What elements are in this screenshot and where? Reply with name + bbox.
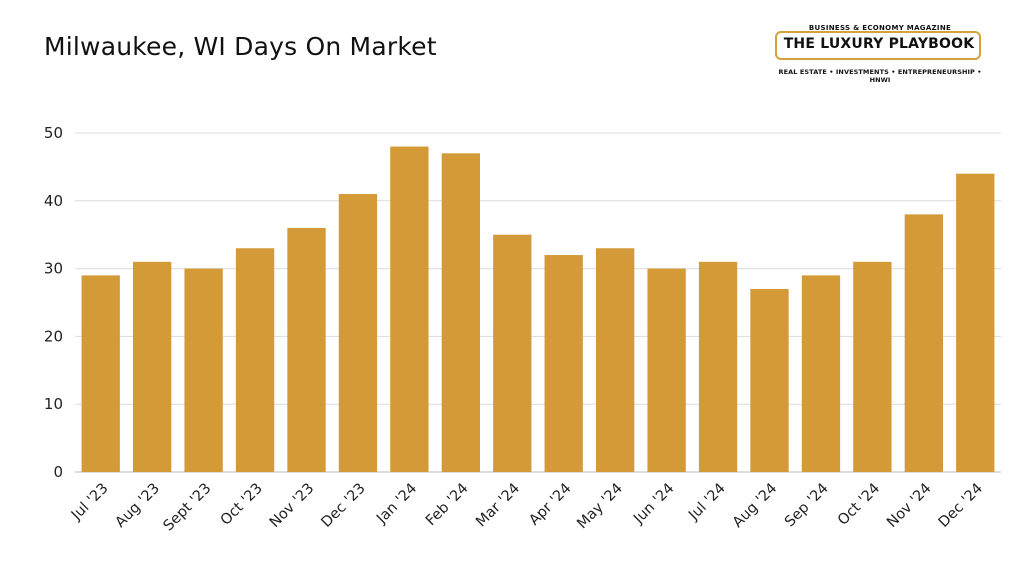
bar-17 (956, 173, 995, 472)
x-tick-label: Feb '24 (423, 481, 472, 530)
y-tick-label: 20 (44, 327, 63, 345)
bar-15 (853, 261, 892, 472)
bar-7 (441, 153, 480, 472)
x-tick-label: Aug '24 (730, 481, 780, 531)
bar-11 (647, 268, 686, 472)
x-tick-label: Apr '24 (526, 481, 574, 529)
bar-6 (390, 146, 429, 472)
x-tick-label: Sept '23 (161, 481, 215, 535)
logo-frame (775, 31, 981, 60)
page-title: Milwaukee, WI Days On Market (44, 32, 437, 61)
x-tick-label: Aug '23 (113, 481, 163, 531)
x-tick-label: Jul '24 (685, 481, 729, 525)
y-tick-label: 50 (44, 124, 63, 142)
bar-16 (904, 214, 943, 473)
bar-14 (801, 275, 841, 472)
bar-2 (184, 268, 223, 472)
x-tick-label: Dec '23 (318, 481, 368, 531)
bars (81, 146, 995, 473)
bar-12 (698, 261, 738, 472)
logo-tagline-bottom: REAL ESTATE • INVESTMENTS • ENTREPRENEUR… (778, 68, 982, 84)
grid-lines (75, 132, 1001, 473)
x-tick-label: Mar '24 (473, 481, 523, 531)
y-tick-label: 0 (53, 463, 63, 481)
bar-5 (338, 194, 378, 472)
y-axis-ticks: 0 10 20 30 40 50 (44, 124, 63, 481)
x-tick-label: Jan '24 (373, 481, 420, 528)
bar-1 (133, 261, 172, 472)
luxury-playbook-logo: BUSINESS & ECONOMY MAGAZINE THE LUXURY P… (774, 24, 986, 84)
x-tick-label: Oct '23 (218, 481, 266, 529)
x-tick-label: Nov '23 (267, 481, 317, 531)
x-tick-label: Jul '23 (68, 481, 112, 525)
bar-0 (81, 275, 120, 472)
bar-9 (544, 255, 583, 472)
x-tick-label: Oct '24 (835, 481, 883, 529)
bar-4 (287, 227, 326, 472)
bar-13 (750, 288, 789, 472)
bar-8 (493, 234, 532, 472)
y-tick-label: 30 (44, 260, 63, 278)
x-tick-label: Nov '24 (884, 481, 934, 531)
y-tick-label: 10 (44, 395, 63, 413)
y-tick-label: 40 (44, 192, 63, 210)
x-tick-label: Jun '24 (630, 481, 677, 528)
logo-tagline-top: BUSINESS & ECONOMY MAGAZINE (808, 24, 952, 32)
bar-10 (596, 248, 635, 472)
x-tick-label: Dec '24 (936, 481, 986, 531)
bar-3 (235, 248, 275, 472)
x-tick-label: May '24 (574, 481, 626, 533)
logo-title: THE LUXURY PLAYBOOK (783, 36, 975, 52)
x-tick-label: Sep '24 (782, 481, 832, 531)
